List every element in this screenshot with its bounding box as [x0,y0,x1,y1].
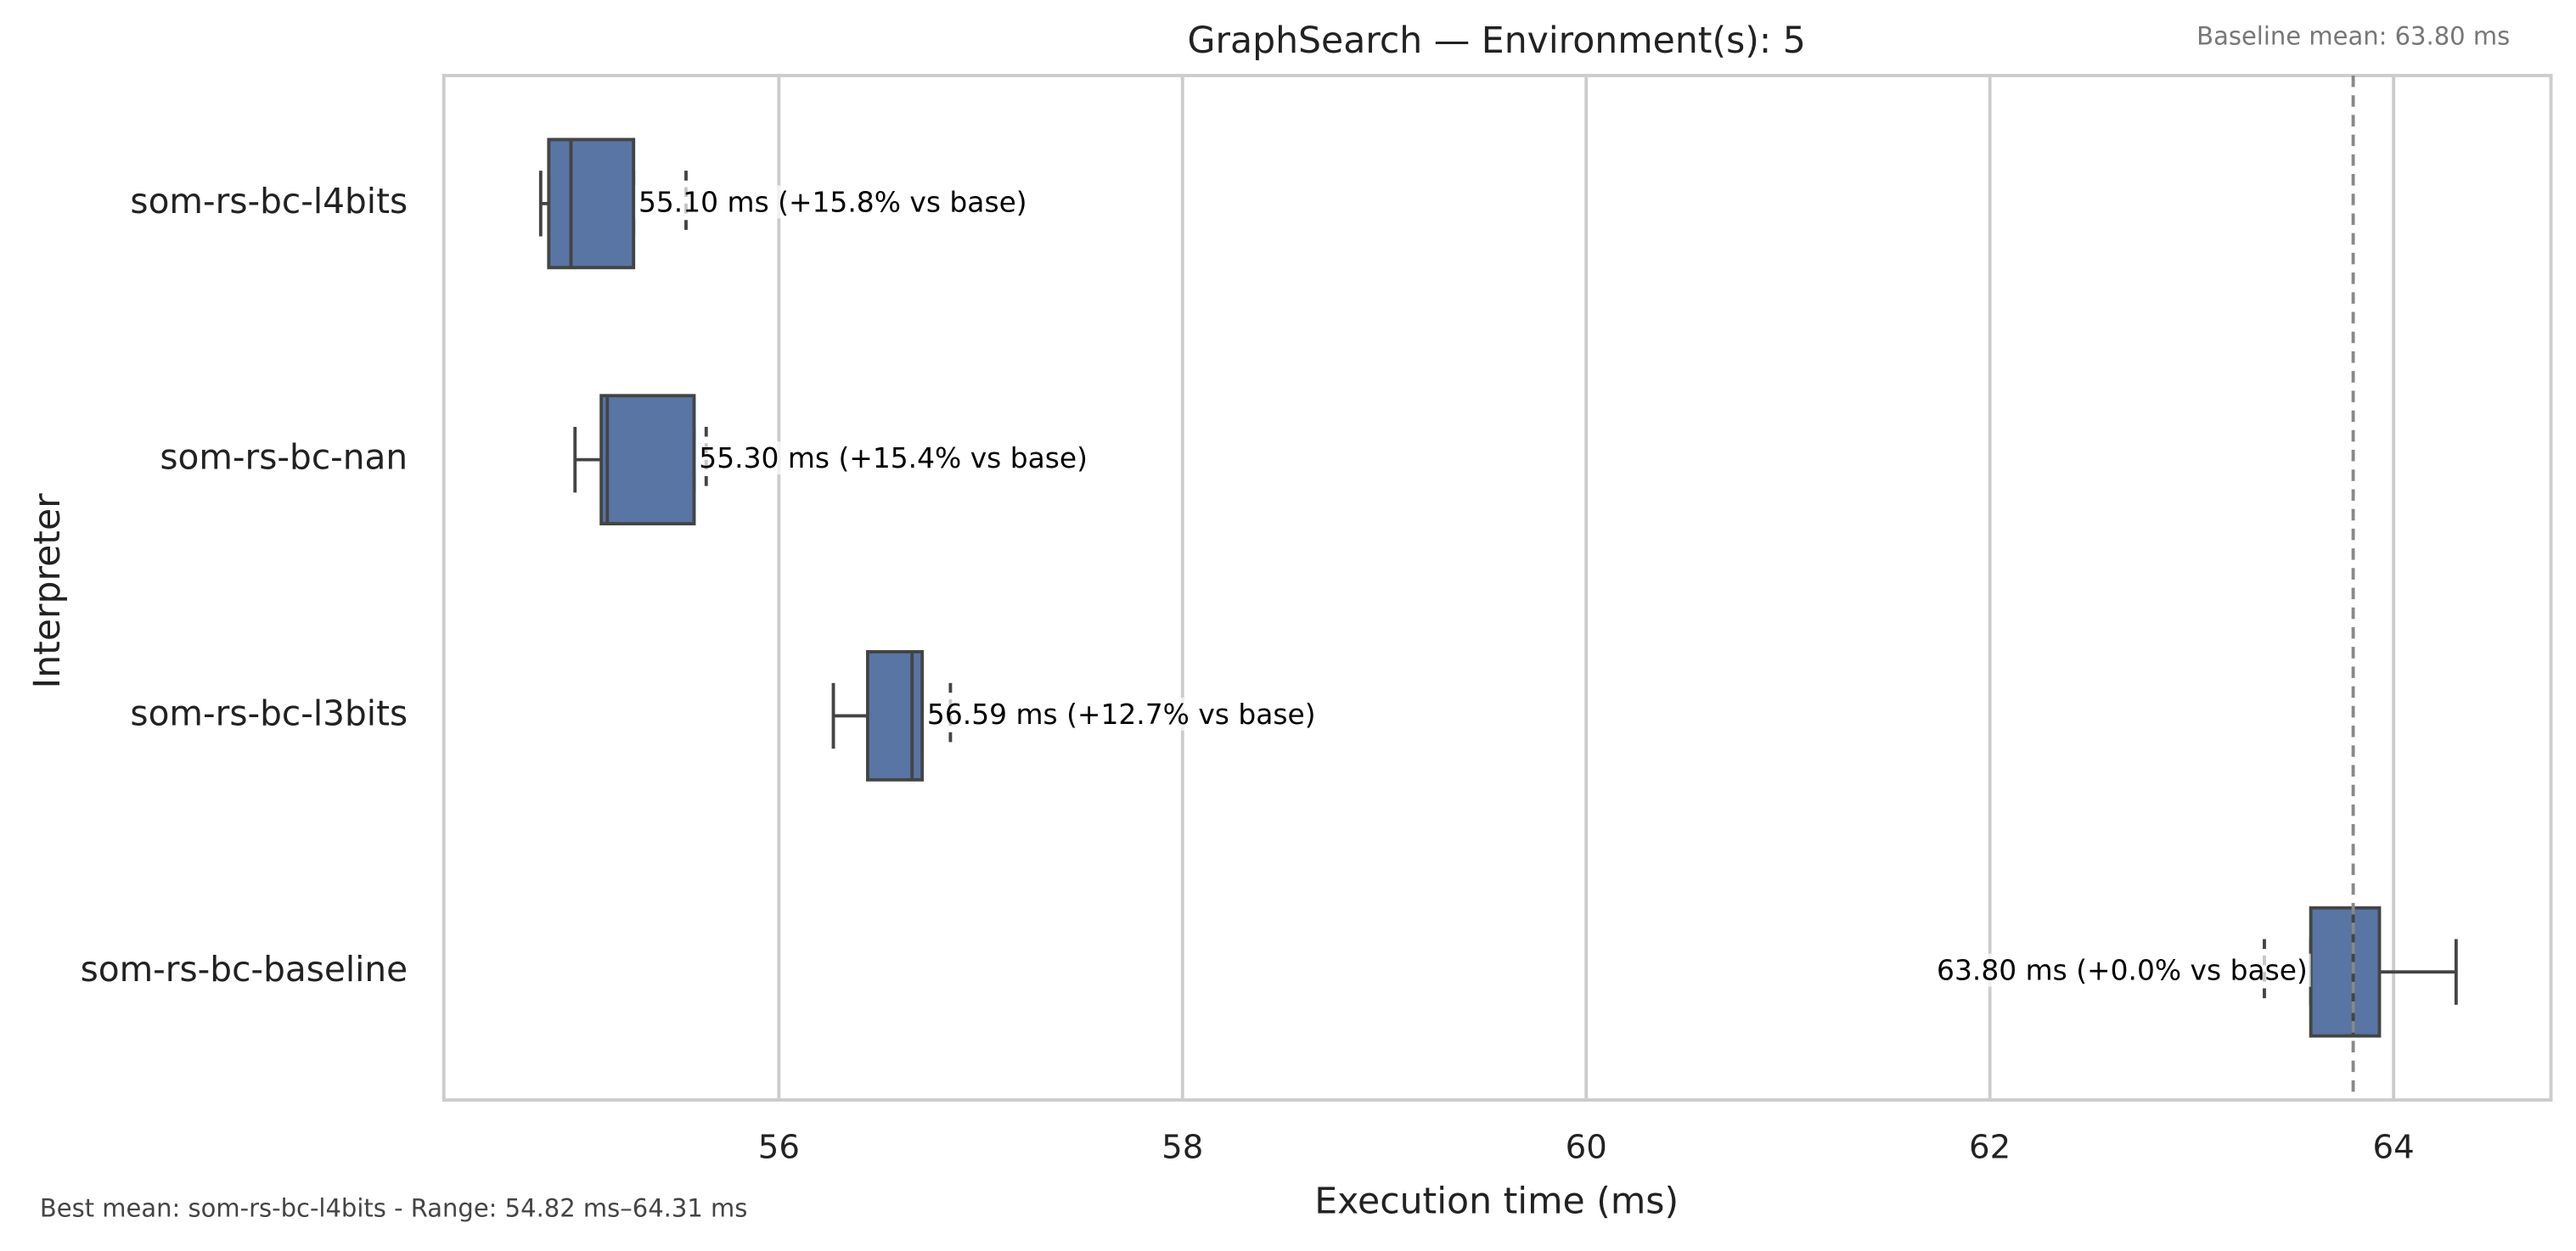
y-axis-label: Interpreter [27,493,69,688]
footer-note: Best mean: som-rs-bc-l4bits - Range: 54.… [40,1194,748,1223]
value-label: 55.30 ms (+15.4% vs base) [699,441,1088,474]
baseline-annotation: Baseline mean: 63.80 ms [2196,21,2510,50]
box [599,394,696,526]
y-tick-label: som-rs-bc-l4bits [130,181,408,222]
x-tick-label: 56 [758,1129,800,1167]
y-tick-label: som-rs-bc-nan [160,437,408,478]
box [547,137,636,270]
box [866,650,925,782]
value-label: 56.59 ms (+12.7% vs base) [927,698,1316,731]
value-label-background [635,185,1031,219]
x-tick-label: 62 [1969,1129,2011,1167]
plot-frame [442,74,2553,1102]
grid [777,75,2396,1101]
x-tick-label: 64 [2373,1129,2415,1167]
value-label-background [1933,953,2311,987]
x-tick-label: 60 [1566,1129,1607,1167]
value-label: 55.10 ms (+15.8% vs base) [638,185,1027,218]
value-label: 63.80 ms (+0.0% vs base) [1937,954,2308,987]
x-axis-label: Execution time (ms) [1314,1181,1679,1222]
box [2309,906,2382,1038]
value-label-background [695,441,1091,475]
y-tick-label: som-rs-bc-l3bits [130,693,408,733]
x-tick-label: 58 [1161,1129,1203,1167]
chart-title: GraphSearch — Environment(s): 5 [1188,20,1806,62]
y-tick-label: som-rs-bc-baseline [81,949,408,990]
value-label-background [924,697,1319,731]
